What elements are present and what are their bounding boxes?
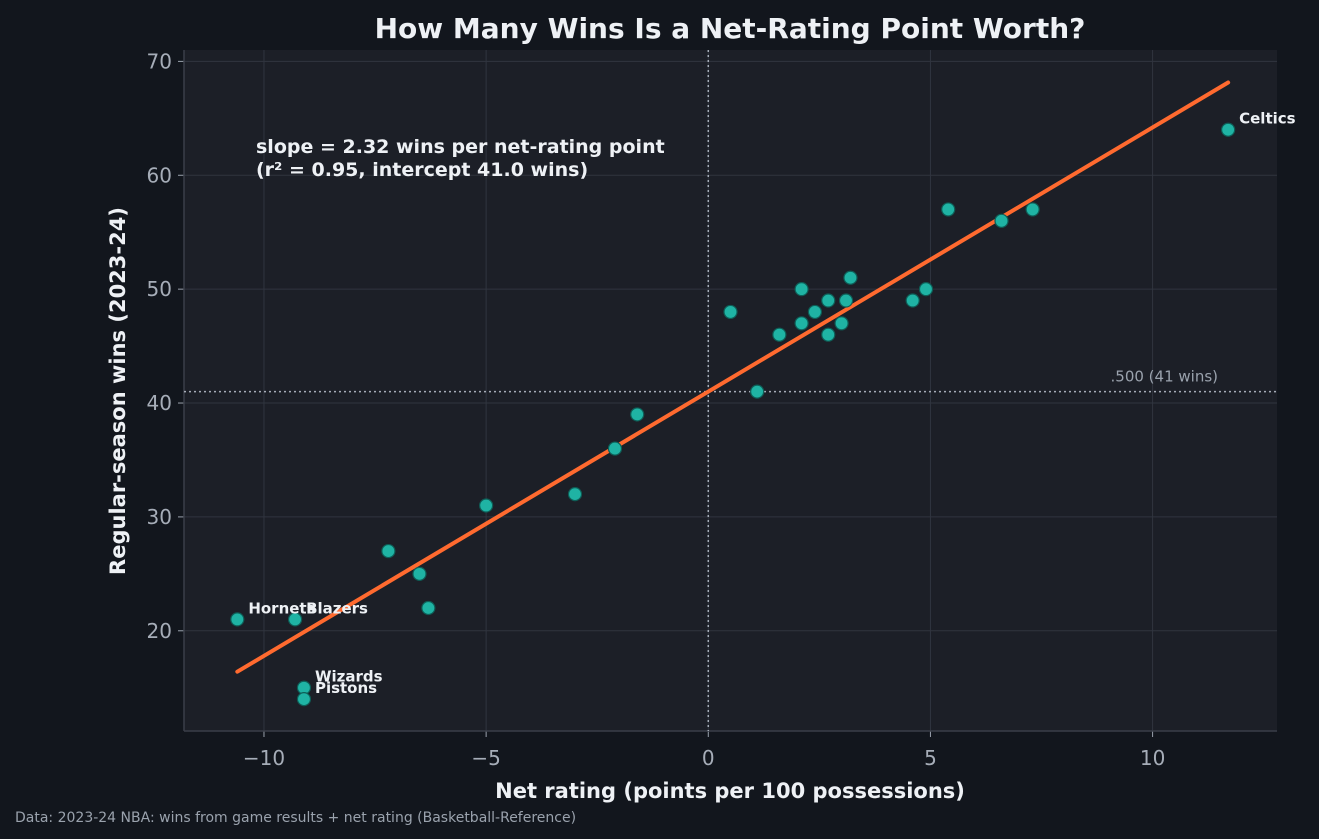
data-point [230, 612, 245, 627]
y-tick-label: 30 [147, 505, 172, 529]
data-point [941, 202, 956, 217]
y-axis-label: Regular-season wins (2023-24) [106, 207, 130, 575]
data-point [807, 304, 823, 320]
data-point [287, 612, 303, 627]
data-point [794, 316, 809, 331]
data-point [723, 304, 738, 320]
data-point [794, 282, 809, 297]
team-label: Celtics [1239, 110, 1296, 128]
x-tick-label: 0 [702, 746, 715, 770]
data-point [834, 316, 849, 331]
data-point [1221, 122, 1236, 137]
data-point [412, 566, 427, 581]
source-note: Data: 2023-24 NBA: wins from game result… [15, 810, 576, 826]
data-point [630, 407, 645, 422]
x-tick-label: 5 [924, 746, 937, 770]
y-tick-label: 50 [147, 277, 172, 301]
x-axis-label: Net rating (points per 100 possessions) [495, 779, 965, 803]
data-point [567, 487, 583, 502]
data-point [421, 600, 436, 616]
x-tick-label: −5 [471, 746, 500, 770]
data-point [821, 327, 836, 342]
axes: −10 −5 0 5 10 20 30 40 50 60 70 [147, 49, 1277, 770]
data-point [838, 293, 854, 308]
data-point [296, 692, 312, 707]
y-tick-label: 40 [147, 391, 172, 415]
fit-annotation-line2: (r² = 0.95, intercept 41.0 wins) [256, 159, 588, 181]
y-tick-label: 70 [147, 49, 172, 73]
fit-line-group [235, 80, 1231, 674]
fit-annotation-line1: slope = 2.32 wins per net-rating point [256, 136, 665, 158]
reference-line-label: .500 (41 wins) [1111, 368, 1218, 386]
chart-title: How Many Wins Is a Net-Rating Point Wort… [375, 12, 1086, 45]
data-point [994, 213, 1009, 228]
fit-line [235, 80, 1231, 674]
team-label: Hornets [248, 599, 315, 617]
data-points [230, 122, 1236, 707]
data-point [821, 293, 836, 308]
data-point [607, 441, 623, 456]
data-point [918, 282, 934, 297]
gridlines [184, 50, 1277, 731]
y-tick-label: 60 [147, 163, 172, 187]
data-point [843, 270, 858, 285]
x-tick-label: 10 [1140, 746, 1165, 770]
data-point [772, 327, 787, 342]
data-point [381, 543, 396, 559]
data-point [1025, 202, 1040, 217]
data-point [479, 498, 494, 513]
team-label: Pistons [315, 679, 377, 697]
data-point [750, 384, 765, 399]
x-tick-label: −10 [243, 746, 285, 770]
team-label: Blazers [306, 599, 368, 617]
y-tick-label: 20 [147, 619, 172, 643]
team-label: Wizards [315, 668, 383, 686]
data-point [905, 293, 920, 308]
